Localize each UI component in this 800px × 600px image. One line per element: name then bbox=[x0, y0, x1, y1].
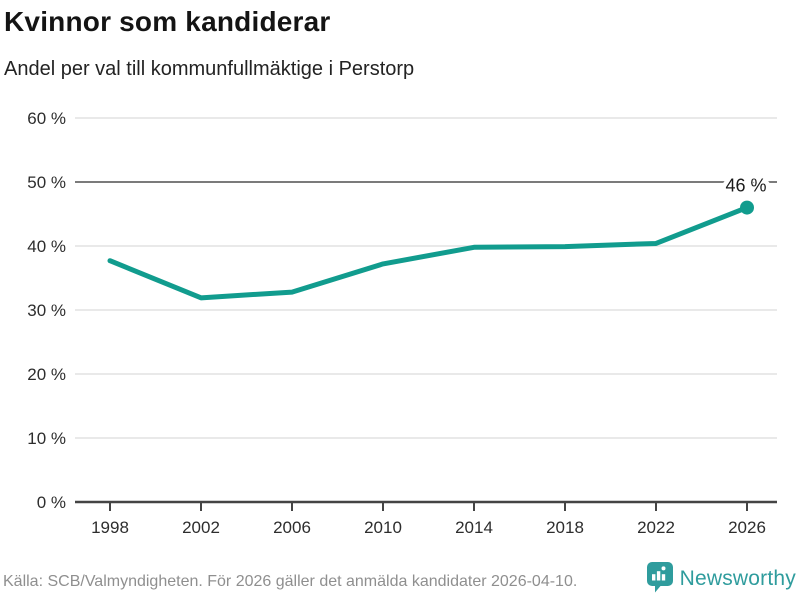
y-tick-label: 60 % bbox=[27, 109, 66, 128]
data-point-dot bbox=[740, 200, 754, 215]
x-tick-label: 2002 bbox=[182, 518, 220, 537]
newsworthy-logo-icon bbox=[646, 562, 673, 593]
newsworthy-logo[interactable]: Newsworthy bbox=[646, 562, 796, 593]
y-tick-label: 10 % bbox=[27, 429, 66, 448]
y-tick-label: 50 % bbox=[27, 173, 66, 192]
newsworthy-brand-text: Newsworthy bbox=[679, 567, 796, 590]
point-annotation: 46 % bbox=[725, 176, 766, 196]
logo-bar-1 bbox=[651, 574, 656, 581]
line-chart: 0 % 10 % 20 % 30 % 40 % 50 % 60 % 1998 2002 2006 2… bbox=[27, 109, 777, 537]
chart-header: Kvinnor som kandiderar Andel per val til… bbox=[4, 6, 796, 81]
x-tick-label: 2018 bbox=[546, 518, 584, 537]
x-tick-label: 2014 bbox=[455, 518, 493, 537]
y-tick-label: 40 % bbox=[27, 237, 66, 256]
logo-bar-3 bbox=[661, 574, 665, 581]
logo-bar-2 bbox=[656, 571, 660, 581]
y-tick-label: 20 % bbox=[27, 365, 66, 384]
logo-exclamation-dot bbox=[661, 566, 666, 571]
source-text: Källa: SCB/Valmyndigheten. För 2026 gäll… bbox=[3, 573, 578, 590]
page-title: Kvinnor som kandiderar bbox=[4, 6, 331, 37]
y-tick-label: 0 % bbox=[37, 493, 66, 512]
y-tick-label: 30 % bbox=[27, 301, 66, 320]
page-subtitle: Andel per val till kommunfullmäktige i P… bbox=[4, 58, 415, 81]
x-tick-label: 2010 bbox=[364, 518, 402, 537]
x-tick-label: 2022 bbox=[637, 518, 675, 537]
x-tick-label: 1998 bbox=[91, 518, 129, 537]
chart-footer: Källa: SCB/Valmyndigheten. För 2026 gäll… bbox=[0, 560, 800, 600]
data-series-line bbox=[107, 205, 750, 301]
x-tick-label: 2026 bbox=[728, 518, 766, 537]
x-tick-label: 2006 bbox=[273, 518, 311, 537]
